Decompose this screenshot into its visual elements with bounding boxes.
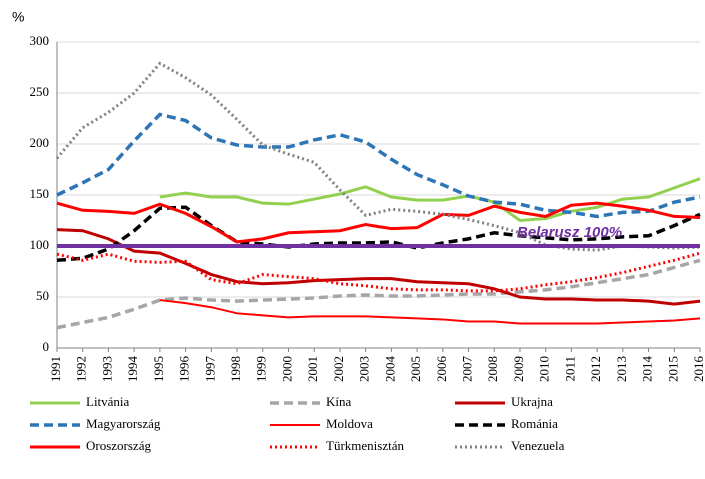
x-tick-label: 2011 [562, 356, 577, 382]
reference-label: Belarusz 100% [517, 224, 622, 241]
x-tick-label: 2008 [485, 356, 500, 382]
y-tick-label: 100 [30, 237, 50, 252]
x-tick-label: 2001 [305, 356, 320, 382]
legend-label: Oroszország [86, 438, 151, 453]
y-tick-label: 200 [30, 135, 50, 150]
y-axis-label: % [12, 9, 24, 25]
series-line [159, 177, 701, 223]
series-line [159, 299, 701, 325]
series-line [55, 61, 701, 252]
series-line [56, 112, 701, 219]
x-tick-label: 2005 [408, 356, 423, 382]
x-tick-label: 1997 [202, 356, 217, 383]
legend-label: Kína [326, 394, 352, 409]
x-tick-label: 1992 [74, 356, 89, 382]
legend-label: Türkmenisztán [326, 438, 404, 453]
y-tick-label: 150 [30, 186, 50, 201]
legend-label: Moldova [326, 416, 373, 431]
x-tick-label: 2002 [331, 356, 346, 382]
x-tick-label: 2004 [382, 356, 397, 383]
series-line [56, 251, 701, 293]
y-tick-label: 50 [36, 288, 49, 303]
x-tick-label: 2015 [665, 356, 680, 382]
x-tick-label: 2009 [511, 356, 526, 382]
x-tick-label: 1996 [177, 356, 192, 383]
x-tick-label: 2012 [588, 356, 603, 382]
y-tick-label: 250 [30, 84, 50, 99]
series-line [56, 205, 701, 263]
x-tick-label: 1993 [99, 356, 114, 382]
x-tick-label: 2007 [460, 356, 475, 383]
legend-label: Ukrajna [511, 394, 553, 409]
y-tick-label: 300 [30, 33, 50, 48]
x-tick-label: 2010 [537, 356, 552, 382]
series-line [56, 228, 701, 306]
legend-label: Magyarország [86, 416, 161, 431]
x-tick-label: 1995 [151, 356, 166, 382]
series-line [56, 258, 701, 330]
x-tick-label: 1991 [48, 356, 63, 382]
y-tick-label: 0 [43, 339, 50, 354]
legend-label: Litvánia [86, 394, 130, 409]
x-tick-label: 1999 [254, 356, 269, 382]
legend-label: Románia [511, 416, 558, 431]
x-tick-label: 2016 [691, 356, 705, 383]
x-tick-label: 1994 [125, 356, 140, 383]
x-tick-label: 2014 [640, 356, 655, 383]
legend-label: Venezuela [511, 438, 565, 453]
x-tick-label: 1998 [228, 356, 243, 382]
x-tick-label: 2000 [279, 356, 294, 382]
series-line [56, 201, 701, 244]
x-tick-label: 2013 [614, 356, 629, 382]
x-tick-label: 2003 [357, 356, 372, 382]
x-tick-label: 2006 [434, 356, 449, 383]
